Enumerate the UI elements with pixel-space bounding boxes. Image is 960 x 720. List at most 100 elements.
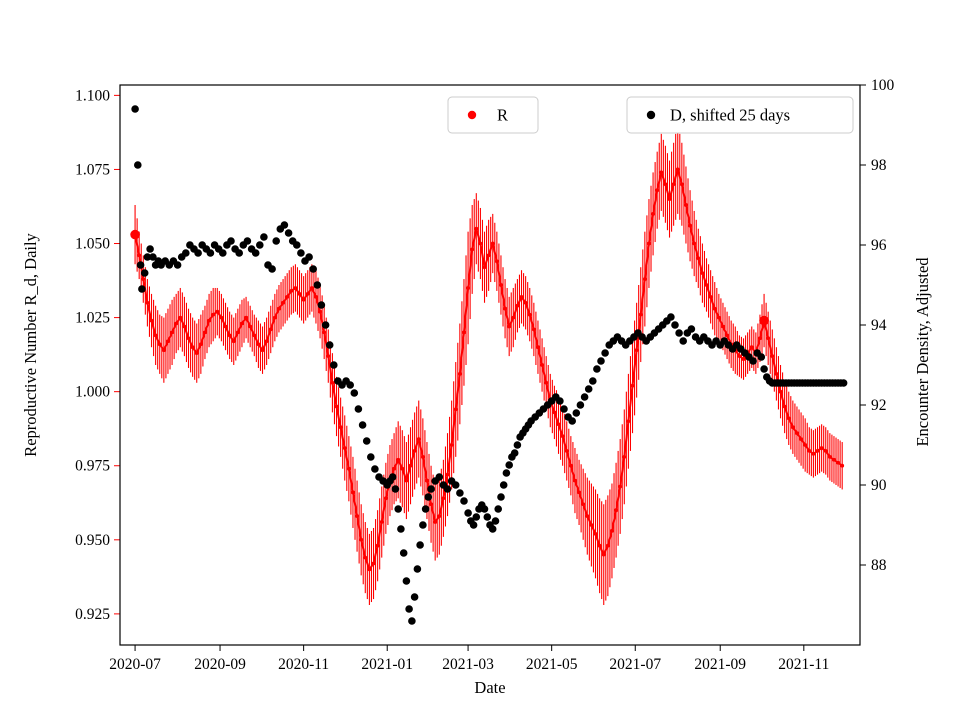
r-series-marker (338, 425, 343, 430)
d-series-marker (371, 465, 379, 473)
r-series-marker (281, 300, 285, 305)
r-series-marker (211, 312, 216, 317)
d-series-marker (491, 517, 500, 525)
d-series-marker (584, 385, 593, 393)
d-series-marker (146, 245, 154, 253)
d-series-marker (576, 401, 585, 409)
r-series-marker (622, 455, 627, 459)
r-series-emphasis-marker (130, 229, 140, 240)
r-series-marker (515, 303, 520, 308)
d-series-marker (140, 269, 149, 277)
r-series-marker (737, 354, 742, 358)
r-series-marker (791, 425, 795, 430)
r-series-marker (260, 348, 265, 353)
d-series-marker (568, 417, 576, 425)
d-series-marker (325, 341, 334, 349)
r-series-marker (782, 404, 787, 409)
r-series-marker (700, 271, 705, 275)
r-series-marker (330, 380, 335, 385)
d-series-marker (394, 505, 403, 513)
d-series-marker (839, 379, 848, 387)
r-series-marker (741, 357, 746, 361)
r-series-marker (556, 422, 561, 427)
r-series-marker (597, 543, 602, 548)
legend-r-label: R (497, 106, 508, 125)
legend-d-label: D, shifted 25 days (670, 106, 790, 125)
d-series-marker (272, 237, 281, 245)
d-series-marker (408, 617, 416, 625)
r-series-marker (680, 182, 684, 187)
x-axis-label: Date (474, 678, 505, 697)
r-series-marker (462, 330, 466, 335)
r-series-marker (412, 449, 417, 453)
d-series-marker (601, 349, 609, 357)
r-series-marker (811, 452, 816, 456)
r-series-marker (166, 339, 170, 344)
r-series-marker (248, 324, 253, 329)
r-series-marker (495, 259, 499, 264)
d-series-marker (410, 593, 419, 601)
r-series-marker (215, 309, 220, 314)
d-series-marker (309, 265, 318, 273)
r-series-marker (819, 446, 824, 450)
r-series-marker (499, 283, 503, 287)
d-series-marker (346, 381, 355, 389)
d-series-marker (483, 513, 492, 521)
r-series-marker (437, 514, 442, 518)
d-series-marker (255, 241, 264, 249)
right-y-tick-label: 94 (871, 317, 887, 334)
d-series-marker (424, 493, 433, 501)
d-series-marker (399, 549, 408, 557)
r-series-marker (363, 555, 368, 560)
r-series-marker (593, 532, 598, 536)
d-series-marker (472, 513, 481, 521)
r-series-marker (828, 455, 832, 459)
d-series-marker (427, 485, 435, 493)
x-tick-label: 2021-03 (442, 656, 494, 673)
d-series-marker (227, 237, 235, 245)
r-series-marker (408, 463, 413, 468)
r-series-marker (162, 348, 166, 353)
r-series-marker (466, 286, 470, 290)
r-series-marker (799, 437, 803, 441)
d-series-marker (251, 249, 260, 257)
r-series-marker (823, 449, 828, 453)
r-series-marker (770, 354, 775, 358)
r-series-marker (268, 327, 273, 332)
d-series-marker (219, 249, 227, 257)
left-y-tick-label: 1.025 (75, 310, 110, 327)
r-series-marker (786, 416, 791, 421)
r-series-marker (532, 327, 536, 332)
r-series-marker (244, 315, 249, 320)
d-series-marker (572, 409, 581, 417)
d-series-marker (597, 357, 605, 365)
d-series-marker (268, 265, 276, 273)
d-series-marker (510, 449, 519, 457)
r-series-marker (560, 434, 565, 438)
legend-r-box (447, 96, 539, 134)
d-series-marker (243, 237, 252, 245)
d-series-marker (757, 353, 766, 361)
r-series-marker (647, 241, 651, 246)
r-series-marker (334, 404, 339, 409)
r-series-marker (421, 455, 425, 459)
r-series-marker (708, 295, 713, 299)
left-y-tick-label: 1.050 (75, 236, 110, 253)
r-series-marker (795, 431, 799, 435)
d-series-marker (182, 249, 190, 257)
r-series-marker (449, 443, 454, 447)
left-y-tick-label: 0.950 (75, 532, 110, 549)
r-series-marker (174, 321, 179, 326)
x-tick-label: 2021-01 (361, 656, 413, 673)
right-y-tick-label: 88 (871, 557, 887, 574)
right-y-axis-label: Encounter Density, Adjusted (913, 257, 932, 447)
r-series-marker (359, 537, 364, 542)
r-series-marker (178, 315, 183, 320)
r-series-marker (836, 460, 840, 465)
d-series-marker (451, 481, 460, 489)
r-series-marker (712, 306, 717, 311)
r-series-marker (519, 295, 524, 299)
r-series-marker (503, 306, 507, 311)
r-series-marker (379, 520, 384, 524)
r-series-marker (396, 457, 401, 462)
